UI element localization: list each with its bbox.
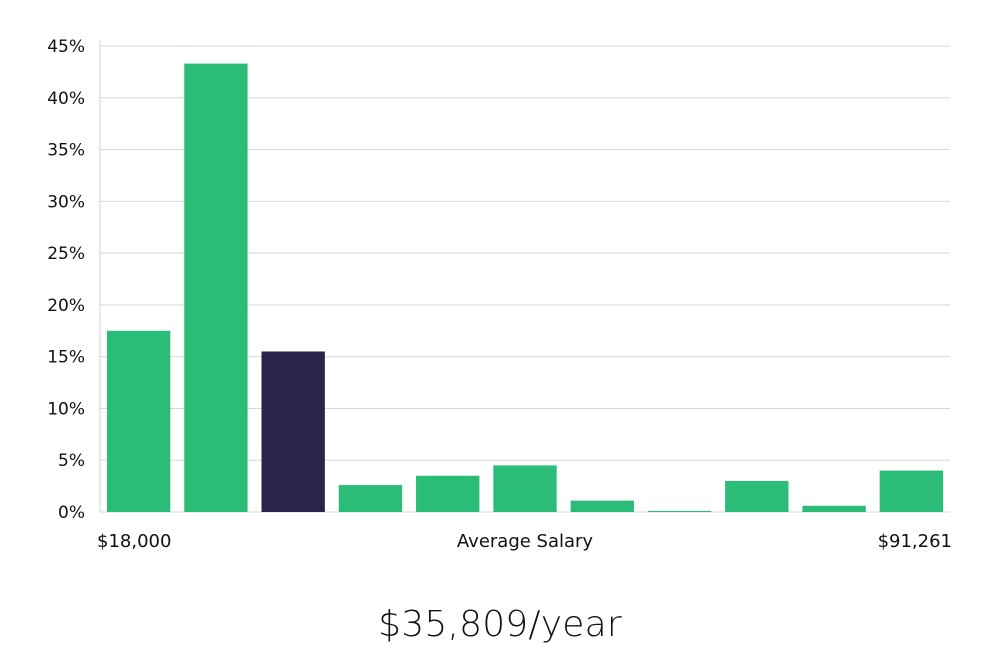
bar <box>647 510 712 512</box>
y-tick-label: 10% <box>47 399 85 419</box>
y-tick-label: 15% <box>47 348 85 368</box>
y-tick-label: 35% <box>47 141 85 161</box>
salary-histogram-chart: 0% 5% 10% 15% 20% 25% 30% 35% 40% 45% $18,000 Avera… <box>47 37 952 552</box>
bar <box>416 475 480 512</box>
bar <box>802 505 866 512</box>
bar <box>493 465 557 512</box>
y-tick-label: 25% <box>47 244 85 264</box>
y-tick-label: 30% <box>47 192 85 212</box>
y-tick-label: 0% <box>58 503 85 523</box>
bar <box>879 470 944 512</box>
bar <box>338 485 403 512</box>
y-tick-label: 40% <box>47 89 85 109</box>
bar-highlighted <box>261 351 325 512</box>
y-tick-label: 45% <box>47 37 85 57</box>
y-tick-label: 5% <box>58 451 85 471</box>
x-min-label: $18,000 <box>97 531 171 552</box>
y-tick-label: 20% <box>47 296 85 316</box>
bar <box>570 500 634 512</box>
average-salary-value: $35,809/year <box>378 604 622 645</box>
x-axis-label: Average Salary <box>457 531 594 552</box>
bar <box>184 63 248 513</box>
bar <box>106 330 171 512</box>
bar <box>725 480 789 512</box>
x-max-label: $91,261 <box>878 531 952 552</box>
